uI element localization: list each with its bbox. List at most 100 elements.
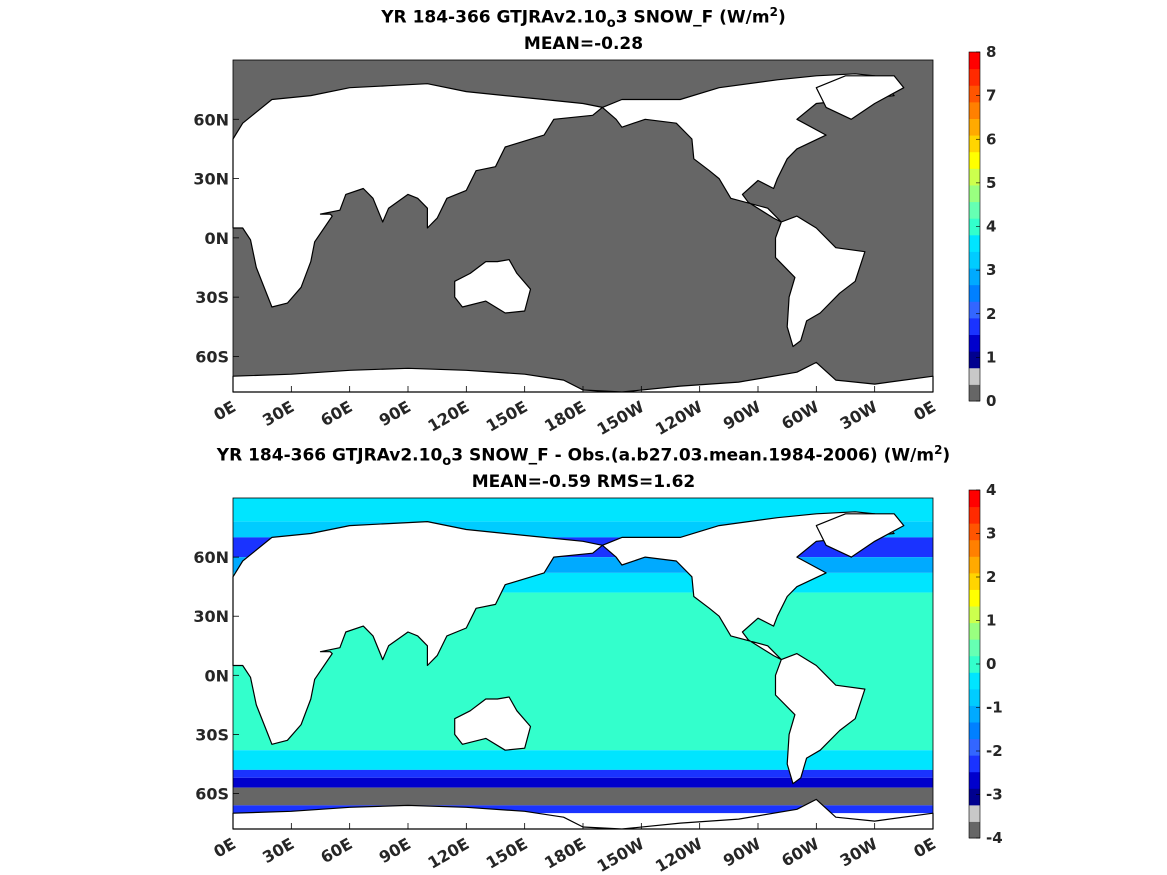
land-south-america: [774, 215, 866, 348]
panel2-map: [232, 497, 934, 830]
colorbar-segment: [969, 68, 980, 86]
colorbar-segment: [969, 151, 980, 169]
colorbar-segment: [969, 85, 980, 103]
land-south-america: [774, 653, 866, 785]
colorbar-label: 7: [986, 87, 996, 105]
colorbar-segment: [969, 722, 980, 740]
ytick-label: 30S: [195, 288, 229, 307]
colorbar-label: 3: [986, 261, 996, 279]
colorbar-segment: [969, 234, 980, 252]
panel1-title: YR 184-366 GTJRAv2.10o3 SNOW_F (W/m2): [0, 2, 1167, 34]
colorbar-label: 5: [986, 174, 996, 192]
colorbar-segment: [969, 101, 980, 119]
xtick-label: 90W: [720, 834, 764, 871]
xtick-label: 30E: [259, 834, 297, 867]
panel2-colorbar: -4 -3 -2 -1 0 1 2 3 4: [968, 481, 1003, 847]
xtick-label: 0E: [910, 397, 939, 424]
colorbar-segment: [969, 556, 980, 574]
colorbar-segment: [969, 804, 980, 822]
xtick-label: 0E: [210, 834, 239, 861]
xtick-label: 60E: [317, 397, 355, 430]
colorbar-segment: [969, 301, 980, 319]
colorbar-segment: [969, 539, 980, 557]
xtick-label: 30W: [837, 834, 881, 871]
colorbar-segment: [969, 705, 980, 723]
panel2-title: YR 184-366 GTJRAv2.10o3 SNOW_F - Obs.(a.…: [0, 440, 1167, 472]
panel1-title-part-b: 3 SNOW_F (W/m: [615, 7, 770, 28]
colorbar-segment: [969, 251, 980, 269]
field-band-10: [233, 805, 933, 814]
colorbar-label: 3: [986, 525, 996, 543]
colorbar-label: -2: [986, 742, 1003, 760]
land-greenland: [815, 75, 905, 120]
xtick-label: 0E: [910, 834, 939, 861]
xtick-label: 30W: [837, 397, 881, 434]
xtick-label: 150E: [483, 834, 531, 873]
panel2-title-part-b: 3 SNOW_F - Obs.(a.b27.03.mean.1984-2006)…: [451, 445, 935, 466]
colorbar-segment: [969, 184, 980, 203]
colorbar-label: 1: [986, 348, 996, 366]
xtick-label: 90W: [720, 397, 764, 434]
field-band-6: [233, 750, 933, 770]
panel2-subtitle: MEAN=-0.59 RMS=1.62: [471, 472, 696, 492]
ytick-label: 60N: [193, 110, 229, 129]
xtick-label: 90E: [376, 834, 414, 867]
ytick-label: 0N: [204, 229, 229, 248]
colorbar-segment: [969, 622, 980, 640]
colorbar-label: 2: [986, 568, 996, 586]
panel2-title-part-c: ): [942, 445, 951, 466]
panel1-title-part-a: YR 184-366 GTJRAv2.10: [381, 7, 607, 28]
colorbar-segment: [969, 606, 980, 624]
colorbar-segment: [969, 118, 980, 136]
ytick-label: 30N: [193, 170, 229, 189]
colorbar-segment: [969, 506, 980, 524]
land-north-america: [601, 511, 895, 661]
colorbar-segment: [969, 351, 980, 369]
xtick-label: 60W: [778, 834, 822, 871]
field-band-7: [233, 769, 933, 778]
colorbar-label: 4: [986, 481, 996, 499]
colorbar-segment: [969, 655, 980, 673]
land-australia: [454, 696, 532, 751]
colorbar-label: 4: [986, 218, 996, 236]
xtick-label: 180E: [541, 397, 589, 436]
xtick-label: 120W: [652, 834, 706, 875]
colorbar-segment: [969, 268, 980, 286]
panel2-title-sub: o: [442, 454, 452, 470]
land-australia: [454, 259, 532, 314]
land-eurasia-africa: [232, 83, 604, 308]
panel1-colorbar: 0 1 2 3 4 5 6 7 8: [968, 43, 996, 410]
field-band-0: [233, 498, 933, 522]
ytick-label: 0N: [204, 666, 229, 685]
panel1-chart: 0E 30E 60E 90E 120E 150E 180E 150W 120W 90W 60W 30W…: [193, 43, 996, 438]
colorbar-segment: [969, 523, 980, 541]
colorbar-segment: [969, 52, 980, 70]
colorbar-label: 0: [986, 655, 996, 673]
ytick-label: 30N: [193, 607, 229, 626]
colorbar-segment: [969, 168, 980, 186]
colorbar-segment: [969, 672, 980, 690]
colorbar-segment: [969, 639, 980, 657]
colorbar-label: -3: [986, 786, 1003, 804]
colorbar-segment: [969, 821, 980, 839]
ytick-label: 60S: [195, 785, 229, 804]
land-greenland: [815, 513, 905, 558]
land-north-america: [601, 73, 895, 223]
colorbar-segment: [969, 384, 980, 402]
colorbar-segment: [969, 572, 980, 590]
xtick-label: 90E: [376, 397, 414, 430]
colorbar-segment: [969, 317, 980, 336]
panel2-title-sup: 2: [934, 443, 943, 457]
panel1-subtitle: MEAN=-0.28: [523, 34, 644, 54]
xtick-label: 150W: [594, 834, 648, 875]
colorbar-label: 6: [986, 130, 996, 148]
colorbar-segment: [969, 589, 980, 607]
xtick-label: 0E: [210, 397, 239, 424]
panel1-title-sup: 2: [769, 5, 778, 19]
xtick-label: 60E: [317, 834, 355, 867]
colorbar-label: -4: [986, 829, 1003, 847]
xtick-label: 180E: [541, 834, 589, 873]
colorbar-segment: [969, 688, 980, 706]
panel2-title-part-a: YR 184-366 GTJRAv2.10: [216, 445, 443, 466]
xtick-label: 60W: [778, 397, 822, 434]
